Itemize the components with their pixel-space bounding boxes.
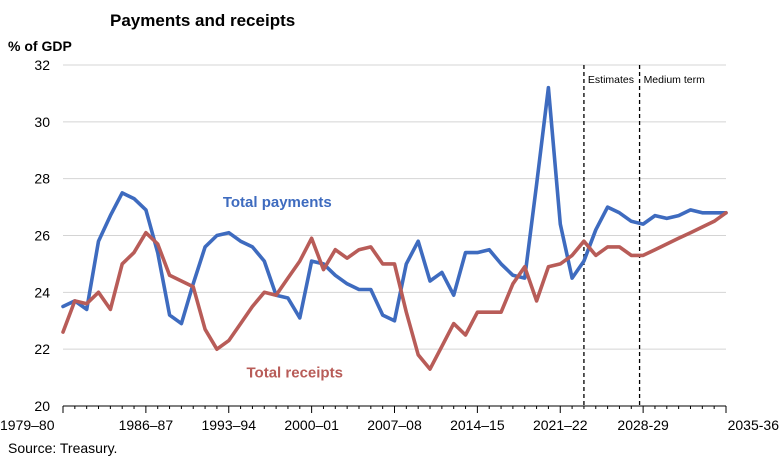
series-line-payments [61, 85, 728, 326]
section-label: Estimates [588, 74, 634, 86]
x-tick-label: 2035-36 [728, 417, 780, 433]
series-lines [61, 85, 728, 371]
x-tick-label: 2014–15 [450, 417, 505, 433]
source-note: Source: Treasury. [8, 440, 117, 456]
x-tick-label: 1993–94 [201, 417, 256, 433]
x-tick-label: 2000–01 [284, 417, 339, 433]
y-tick-label: 24 [34, 284, 50, 300]
x-tick-label: 2021–22 [533, 417, 588, 433]
series-line-receipts [61, 211, 728, 371]
y-tick-label: 22 [34, 341, 50, 357]
chart-title: Payments and receipts [110, 11, 295, 30]
x-tick-label: 2007–08 [367, 417, 422, 433]
x-tick-label: 1979–80 [0, 417, 55, 433]
projection-sections: Estimates Medium term [583, 65, 706, 406]
series-labels: Total payments Total receipts [223, 194, 343, 382]
series-label-receipts: Total receipts [247, 365, 343, 382]
y-tick-labels: 20 22 24 26 28 30 32 [34, 57, 50, 414]
section-label: Medium term [644, 74, 706, 86]
gridlines [63, 64, 726, 350]
x-tick-label: 2028-29 [617, 417, 669, 433]
y-tick-label: 30 [34, 114, 50, 130]
y-tick-label: 20 [34, 398, 50, 414]
y-axis-label: % of GDP [8, 38, 72, 54]
y-tick-label: 26 [34, 228, 50, 244]
x-axis: 1979–80 1986–87 1993–94 2000–01 2007–08 2014–… [0, 405, 780, 433]
y-tick-label: 28 [34, 171, 50, 187]
series-label-payments: Total payments [223, 194, 332, 211]
x-tick-label: 1986–87 [119, 417, 174, 433]
y-tick-label: 32 [34, 57, 50, 73]
